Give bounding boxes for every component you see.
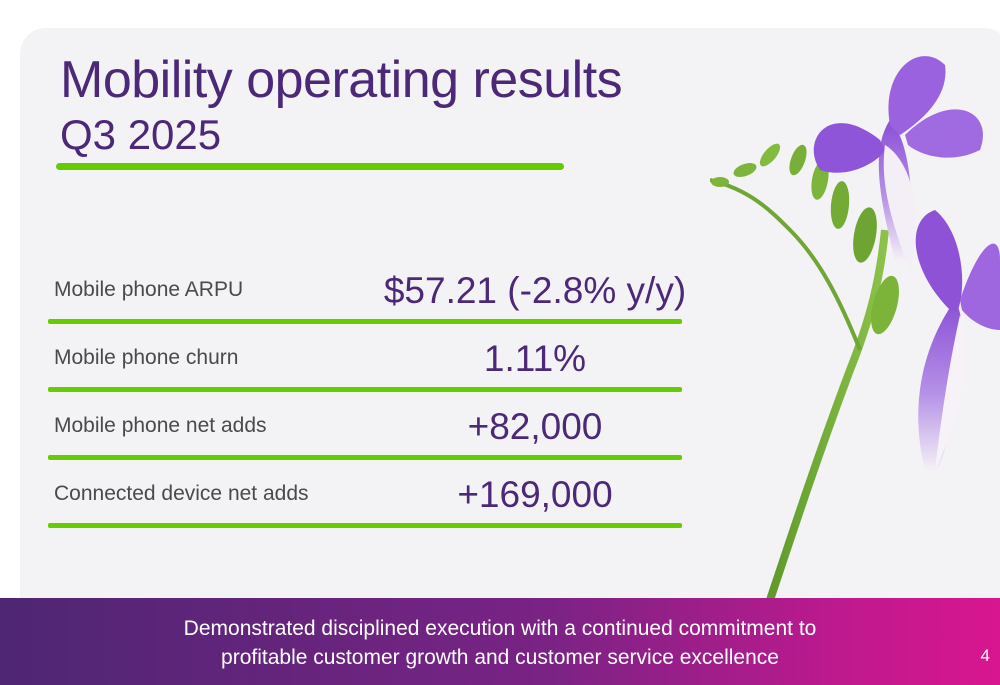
page-number: 4 (980, 646, 990, 665)
row-divider (48, 523, 682, 528)
footer-banner: Demonstrated disciplined execution with … (0, 598, 1000, 685)
row-divider (48, 455, 682, 460)
slide-title: Mobility operating results (60, 51, 623, 109)
metrics-table: Mobile phone ARPU $57.21 (-2.8% y/y) Mob… (48, 256, 686, 528)
metric-label: Mobile phone ARPU (54, 278, 244, 301)
metric-row-arpu: Mobile phone ARPU $57.21 (-2.8% y/y) (48, 256, 686, 324)
metric-row-churn: Mobile phone churn 1.11% (48, 324, 682, 392)
title-underline (56, 163, 564, 170)
metric-label: Connected device net adds (54, 482, 309, 505)
flower-icon (710, 56, 1000, 600)
metric-label: Mobile phone net adds (54, 414, 267, 437)
metric-row-device-net-adds: Connected device net adds +169,000 (48, 460, 682, 528)
row-divider (48, 387, 682, 392)
metric-value: +82,000 (467, 406, 603, 447)
footer-line-2: profitable customer growth and customer … (221, 646, 779, 669)
slide-subtitle: Q3 2025 (60, 111, 222, 158)
metric-label: Mobile phone churn (54, 346, 239, 369)
row-divider (48, 319, 682, 324)
metric-value: +169,000 (457, 474, 613, 515)
metric-value: $57.21 (-2.8% y/y) (383, 270, 687, 311)
metric-row-phone-net-adds: Mobile phone net adds +82,000 (48, 392, 682, 460)
metric-value: 1.11% (483, 338, 587, 379)
footer-message: Demonstrated disciplined execution with … (150, 614, 850, 672)
footer-line-1: Demonstrated disciplined execution with … (183, 617, 817, 640)
